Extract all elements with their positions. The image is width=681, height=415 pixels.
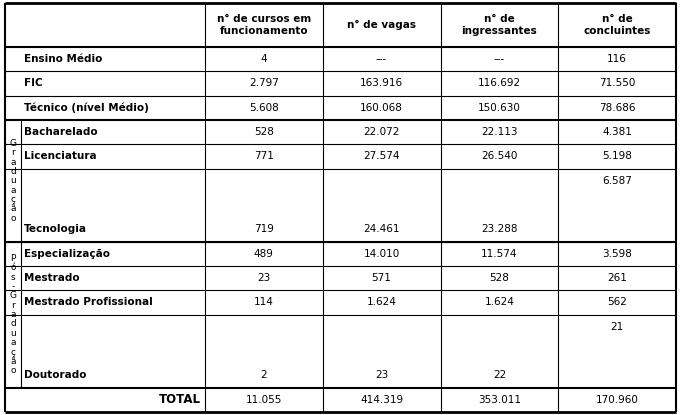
Text: 3.598: 3.598 (602, 249, 632, 259)
Text: Ensino Médio: Ensino Médio (24, 54, 102, 64)
Text: 719: 719 (254, 225, 274, 234)
Text: 116: 116 (607, 54, 627, 64)
Text: 353.011: 353.011 (478, 395, 521, 405)
Text: 528: 528 (254, 127, 274, 137)
Text: 11.574: 11.574 (481, 249, 518, 259)
Text: 11.055: 11.055 (246, 395, 282, 405)
Text: 23.288: 23.288 (481, 225, 518, 234)
Text: Tecnologia: Tecnologia (24, 225, 87, 234)
Text: 528: 528 (490, 273, 509, 283)
Text: 21: 21 (610, 322, 624, 332)
Text: 261: 261 (607, 273, 627, 283)
Text: 14.010: 14.010 (364, 249, 400, 259)
Text: 4: 4 (261, 54, 267, 64)
Text: 22.072: 22.072 (364, 127, 400, 137)
Text: 23: 23 (375, 371, 388, 381)
Text: n° de cursos em
funcionamento: n° de cursos em funcionamento (217, 14, 311, 36)
Text: 71.550: 71.550 (599, 78, 635, 88)
Text: 27.574: 27.574 (364, 151, 400, 161)
Text: 24.461: 24.461 (364, 225, 400, 234)
Text: FIC: FIC (24, 78, 43, 88)
Text: 6.587: 6.587 (602, 176, 632, 186)
Text: 170.960: 170.960 (596, 395, 639, 405)
Text: 26.540: 26.540 (481, 151, 518, 161)
Text: ---: --- (494, 54, 505, 64)
Text: 150.630: 150.630 (478, 103, 521, 113)
Text: 22.113: 22.113 (481, 127, 518, 137)
Text: 163.916: 163.916 (360, 78, 403, 88)
Text: ---: --- (376, 54, 387, 64)
Text: Bacharelado: Bacharelado (24, 127, 97, 137)
Text: 114: 114 (254, 298, 274, 308)
Text: Doutorado: Doutorado (24, 371, 86, 381)
Text: 4.381: 4.381 (602, 127, 632, 137)
Text: Mestrado: Mestrado (24, 273, 80, 283)
Text: 5.608: 5.608 (249, 103, 279, 113)
Text: n° de
ingressantes: n° de ingressantes (462, 14, 537, 36)
Text: 489: 489 (254, 249, 274, 259)
Text: 5.198: 5.198 (602, 151, 632, 161)
Text: 160.068: 160.068 (360, 103, 403, 113)
Text: Licenciatura: Licenciatura (24, 151, 97, 161)
Text: n° de
concluintes: n° de concluintes (584, 14, 651, 36)
Text: 2.797: 2.797 (249, 78, 279, 88)
Text: P
ó
s
-
G
r
a
d
u
a
ç
ã
o: P ó s - G r a d u a ç ã o (10, 254, 16, 375)
Text: 116.692: 116.692 (478, 78, 521, 88)
Text: 2: 2 (261, 371, 267, 381)
Text: 414.319: 414.319 (360, 395, 403, 405)
Text: 771: 771 (254, 151, 274, 161)
Text: 78.686: 78.686 (599, 103, 635, 113)
Text: 23: 23 (257, 273, 270, 283)
Text: 22: 22 (493, 371, 506, 381)
Text: n° de vagas: n° de vagas (347, 20, 416, 30)
Text: Mestrado Profissional: Mestrado Profissional (24, 298, 153, 308)
Text: G
r
a
d
u
a
ç
ã
o: G r a d u a ç ã o (10, 139, 16, 222)
Text: Especialização: Especialização (24, 249, 110, 259)
Text: 571: 571 (372, 273, 392, 283)
Text: 1.624: 1.624 (366, 298, 396, 308)
Text: 562: 562 (607, 298, 627, 308)
Text: 1.624: 1.624 (484, 298, 514, 308)
Text: TOTAL: TOTAL (159, 393, 201, 406)
Text: Técnico (nível Médio): Técnico (nível Médio) (24, 103, 149, 113)
